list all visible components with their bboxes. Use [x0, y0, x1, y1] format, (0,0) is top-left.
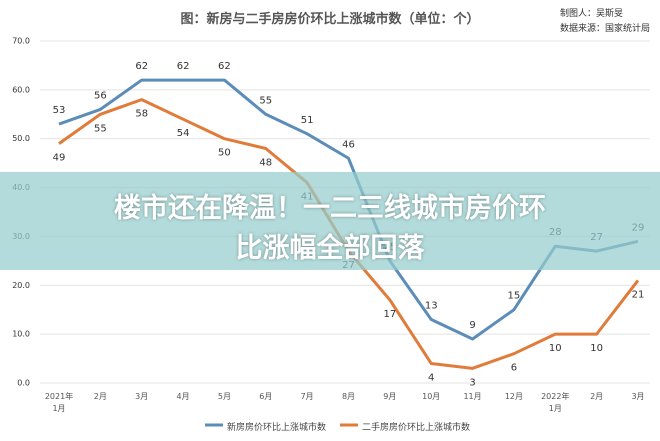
x-tick-label: 2月: [93, 392, 107, 401]
x-tick-label: 2月: [590, 392, 604, 401]
data-label: 51: [301, 115, 314, 126]
banner-text: 比涨幅全部回落: [235, 233, 425, 264]
y-tick-label: 70.0: [12, 37, 30, 46]
credit: 数据来源：国家统计局: [560, 24, 651, 34]
legend-label: 新房房价环比上涨城市数: [227, 423, 327, 433]
data-label: 9: [469, 320, 475, 331]
x-tick-label: 2021年 1月: [44, 392, 74, 413]
data-label: 46: [342, 139, 355, 150]
data-label: 13: [425, 300, 438, 311]
y-tick-label: 50.0: [12, 134, 30, 143]
y-tick-label: 10.0: [12, 330, 30, 339]
data-label: 10: [549, 343, 562, 354]
banner: 楼市还在降温！一二三线城市房价环 比涨幅全部回落: [0, 172, 660, 270]
data-label: 50: [218, 148, 231, 159]
data-label: 62: [177, 61, 190, 72]
data-label: 21: [632, 289, 645, 300]
credit: 制图人：吴斯旻: [560, 9, 624, 19]
data-label: 48: [259, 157, 272, 168]
data-label: 17: [383, 309, 396, 320]
y-tick-label: 20.0: [12, 281, 30, 290]
data-label: 6: [511, 363, 517, 374]
x-tick-label: 4月: [176, 392, 190, 401]
x-tick-label: 12月: [504, 392, 524, 401]
data-label: 53: [53, 105, 66, 116]
data-label: 4: [428, 372, 434, 383]
data-label: 10: [590, 343, 603, 354]
data-label: 62: [218, 61, 231, 72]
x-tick-label: 9月: [383, 392, 397, 401]
data-label: 55: [259, 95, 272, 106]
x-tick-label: 10月: [422, 392, 441, 401]
x-tick-label: 7月: [300, 392, 314, 401]
x-tick-label: 3月: [631, 392, 645, 401]
data-label: 56: [94, 90, 107, 101]
x-tick-label: 11月: [463, 392, 482, 401]
data-label: 3: [469, 377, 475, 388]
banner-text: 楼市还在降温！一二三线城市房价环: [114, 193, 546, 224]
x-tick-label: 8月: [341, 392, 356, 401]
data-label: 49: [53, 153, 66, 164]
x-tick-label: 3月: [135, 392, 149, 401]
data-label: 58: [135, 109, 148, 120]
data-label: 54: [177, 128, 190, 139]
x-tick-label: 2022年 1月: [541, 392, 570, 413]
data-label: 55: [94, 123, 107, 134]
x-tick-label: 5月: [217, 392, 231, 401]
data-label: 62: [135, 61, 148, 72]
y-tick-label: 60.0: [12, 85, 30, 94]
y-tick-label: 0.0: [17, 379, 30, 388]
legend-label: 二手房房价环比上涨城市数: [362, 423, 471, 433]
x-tick-label: 6月: [259, 392, 273, 401]
chart-title: 图：新房与二手房房价环比上涨城市数（单位：个）: [180, 12, 480, 27]
data-label: 15: [508, 291, 521, 302]
